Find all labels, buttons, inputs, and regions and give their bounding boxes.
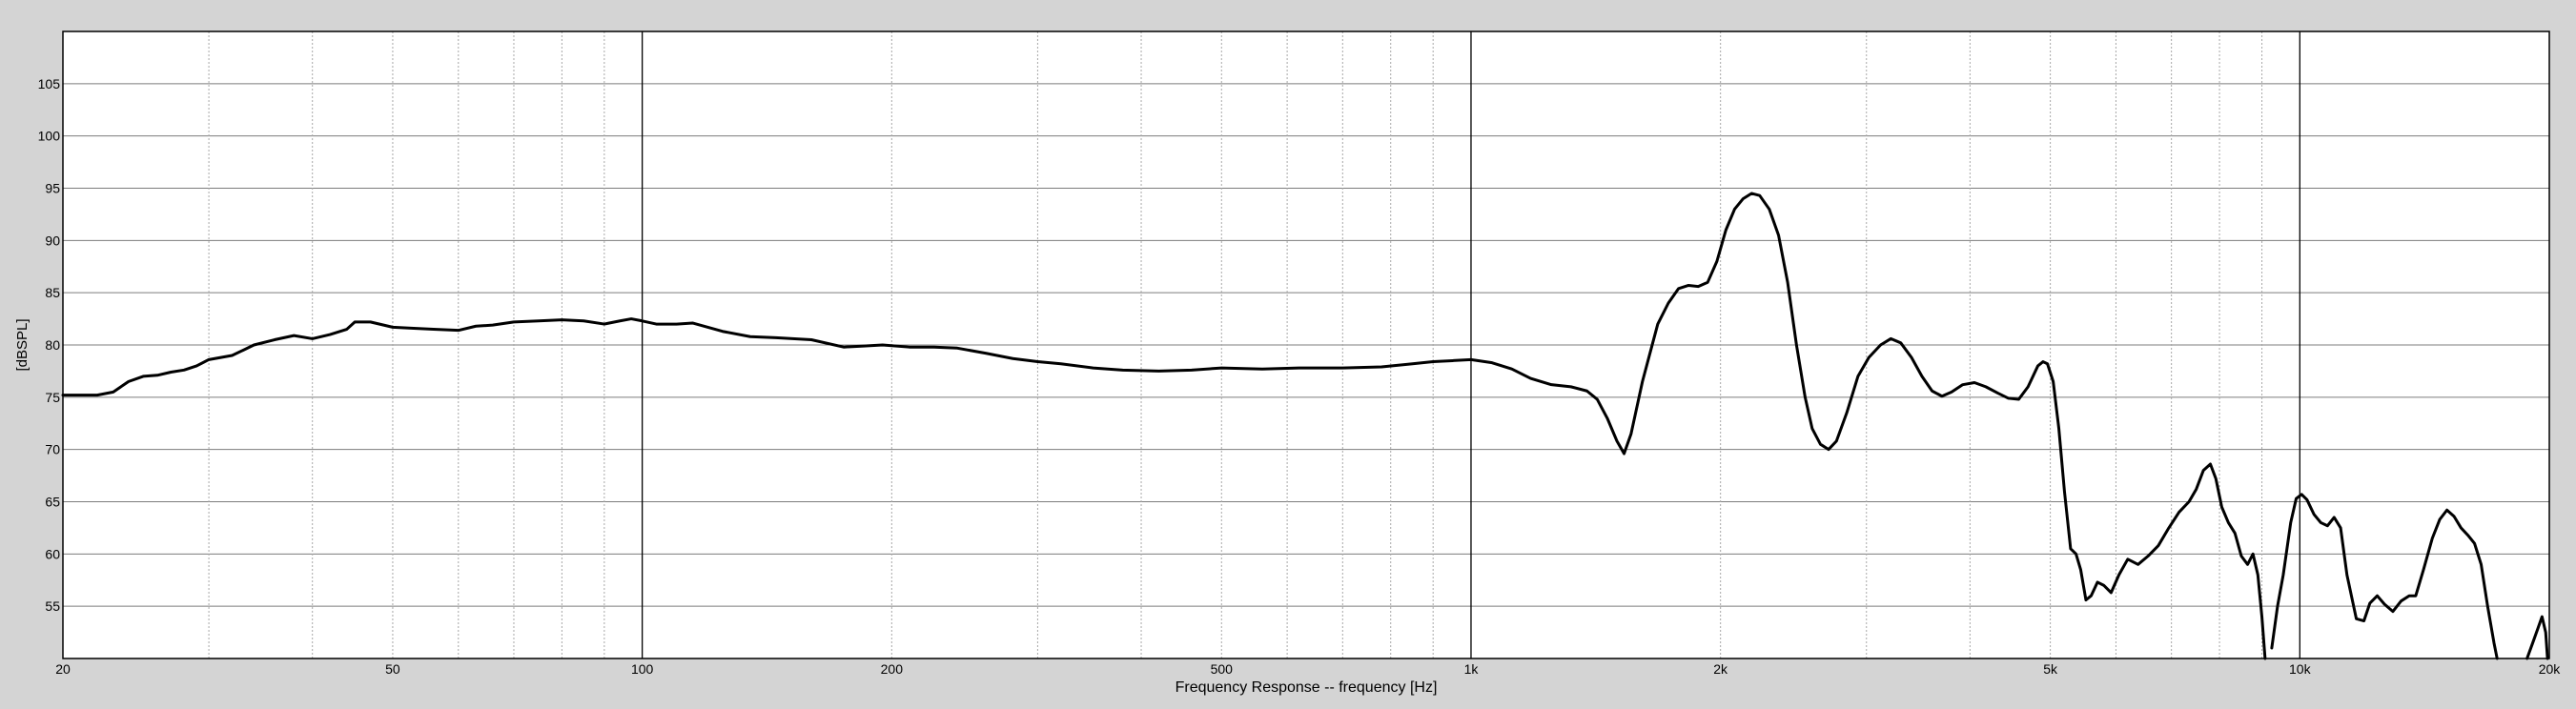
y-tick-label: 85: [45, 285, 60, 300]
y-tick-label: 90: [45, 233, 60, 248]
y-tick-label: 60: [45, 546, 60, 561]
y-tick-label: 75: [45, 390, 60, 405]
x-tick-label: 2k: [1713, 661, 1728, 677]
y-tick-labels: 55 60 65 70 75 80 85 90 95 100 105: [38, 76, 61, 614]
x-tick-label: 500: [1211, 661, 1234, 677]
x-tick-label: 50: [385, 661, 400, 677]
plot-frame: [62, 30, 2550, 659]
y-axis-label: [dBSPL]: [14, 318, 31, 371]
grid-layer: [63, 31, 2549, 658]
series-line-segment: [2270, 493, 2499, 660]
x-tick-label: 20: [55, 661, 71, 677]
y-tick-label: 55: [45, 598, 60, 614]
series-line-segment: [2525, 615, 2549, 660]
x-tick-label: 200: [881, 661, 904, 677]
series-layer: [61, 192, 2549, 660]
y-tick-label: 95: [45, 181, 60, 196]
series-line-segment: [61, 192, 2267, 660]
x-tick-label: 10k: [2289, 661, 2312, 677]
y-tick-label: 65: [45, 495, 60, 510]
y-tick-label: 105: [38, 76, 61, 91]
x-tick-labels: 20 50 100 200 500 1k 2k 5k 10k 20k: [55, 661, 2561, 677]
y-tick-label: 100: [38, 129, 61, 144]
y-tick-label: 70: [45, 442, 60, 457]
x-tick-label: 20k: [2539, 661, 2562, 677]
x-axis-label: Frequency Response -- frequency [Hz]: [1176, 679, 1438, 696]
x-tick-label: 5k: [2043, 661, 2058, 677]
x-tick-label: 1k: [1464, 661, 1480, 677]
y-tick-label: 80: [45, 337, 60, 353]
x-tick-label: 100: [631, 661, 654, 677]
